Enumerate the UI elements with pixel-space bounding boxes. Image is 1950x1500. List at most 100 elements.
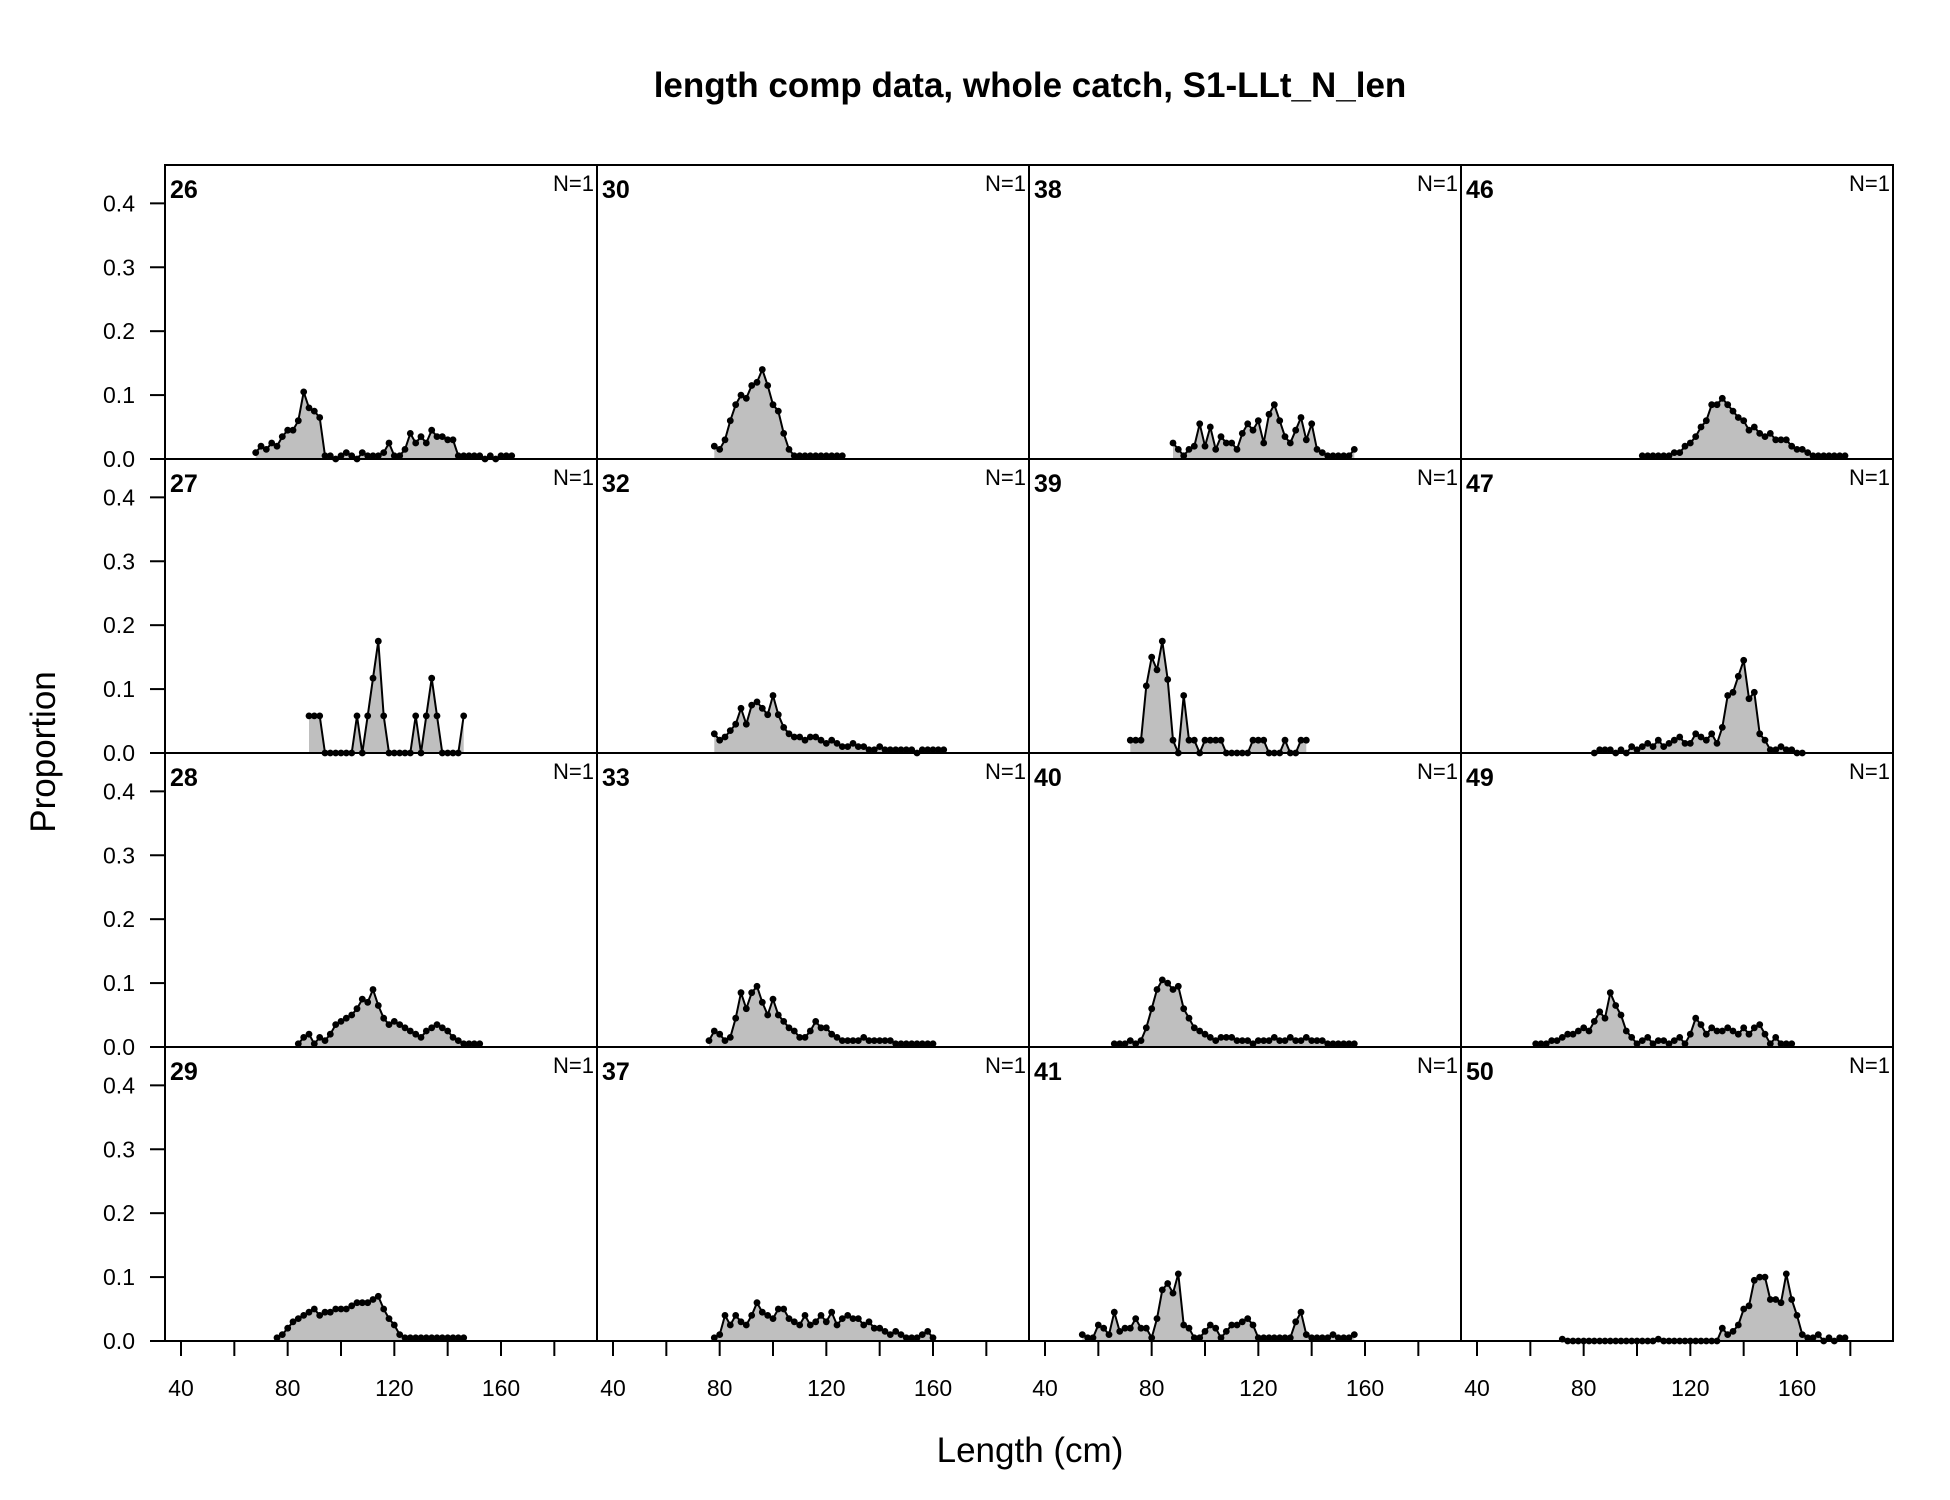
data-point	[1286, 439, 1294, 447]
data-point	[1825, 452, 1833, 460]
data-point	[1750, 1276, 1758, 1284]
data-point	[774, 711, 782, 719]
data-point	[1590, 1018, 1598, 1025]
data-point	[1660, 452, 1668, 460]
panel-label: 37	[602, 1058, 630, 1086]
data-point	[1121, 1040, 1129, 1048]
data-point	[278, 433, 286, 440]
data-point	[422, 439, 430, 447]
data-point	[1734, 414, 1742, 421]
panel-label: 49	[1466, 764, 1494, 792]
data-point	[1836, 1334, 1844, 1342]
data-point	[1628, 1034, 1636, 1041]
data-point	[1697, 733, 1705, 741]
panel-46: 46 N=1	[1460, 164, 1894, 460]
data-point	[1217, 736, 1225, 744]
data-point	[844, 743, 852, 750]
data-point	[1644, 740, 1652, 747]
data-point	[1649, 1040, 1657, 1048]
panel-label: 27	[170, 470, 198, 498]
n-label: N=1	[553, 1053, 594, 1078]
data-point	[854, 743, 862, 750]
data-point	[716, 736, 724, 744]
data-point	[758, 1308, 766, 1316]
data-point	[1318, 1037, 1326, 1044]
panel-grid: 26 N=1 0.0 0.1 0.2 0.3 0.4 27 N=1 0.0 0.1 0.2 0.3 0.4…	[103, 164, 1894, 1401]
data-point	[1233, 1037, 1241, 1044]
data-point	[428, 1334, 436, 1342]
data-point	[433, 433, 441, 440]
data-point	[849, 1315, 857, 1322]
x-tick-label: 160	[1346, 1375, 1384, 1401]
data-point	[1222, 1328, 1230, 1335]
data-point	[428, 1024, 436, 1032]
data-point	[1654, 736, 1662, 744]
data-point	[753, 982, 761, 990]
data-point	[1116, 1040, 1124, 1048]
panel-frame	[164, 752, 598, 1048]
data-point	[268, 439, 276, 447]
x-tick-label: 40	[1464, 1375, 1490, 1401]
data-point	[828, 736, 836, 744]
data-point	[470, 1040, 478, 1048]
data-point	[1158, 1286, 1166, 1294]
data-point	[1153, 986, 1161, 993]
data-point	[860, 1321, 868, 1329]
data-point	[854, 1037, 862, 1044]
data-point	[412, 1334, 420, 1342]
data-point	[1841, 1334, 1849, 1342]
data-point	[1169, 1289, 1177, 1297]
data-point	[1212, 446, 1220, 453]
data-point	[1185, 1324, 1193, 1332]
data-point	[1244, 1315, 1252, 1322]
data-point	[444, 1334, 452, 1342]
data-point	[1217, 433, 1225, 440]
data-point	[1212, 736, 1220, 744]
y-axis-title: Proportion	[24, 671, 63, 832]
data-point	[1665, 740, 1673, 747]
data-point	[422, 1027, 430, 1035]
y-tick-label: 0.4	[103, 484, 135, 510]
data-point	[1772, 1296, 1780, 1303]
data-point	[1334, 1040, 1342, 1048]
data-point	[1281, 1334, 1289, 1342]
data-point	[1313, 1334, 1321, 1342]
data-point	[769, 995, 777, 1003]
data-point	[1777, 1299, 1785, 1307]
data-point	[1276, 1037, 1284, 1044]
data-point	[748, 1312, 756, 1319]
data-point	[753, 698, 761, 706]
data-point	[262, 446, 270, 453]
data-point	[716, 446, 724, 453]
data-point	[1201, 1030, 1209, 1038]
data-point	[1724, 401, 1732, 409]
data-point	[1788, 1296, 1796, 1303]
data-point	[1350, 1040, 1358, 1048]
data-point	[1201, 1328, 1209, 1335]
data-point	[785, 730, 793, 738]
data-point	[1281, 1037, 1289, 1044]
data-point	[1244, 420, 1252, 428]
data-point	[1238, 1037, 1246, 1044]
data-point	[1670, 736, 1678, 744]
panel-label: 39	[1034, 470, 1062, 498]
data-point	[364, 452, 372, 460]
data-point	[1782, 746, 1790, 754]
data-point	[1254, 736, 1262, 744]
data-point	[1292, 426, 1300, 434]
data-point	[1110, 1308, 1118, 1316]
data-point	[1793, 1312, 1801, 1319]
data-point	[417, 1334, 425, 1342]
data-point	[1628, 743, 1636, 750]
y-tick-label: 0.3	[103, 254, 135, 280]
data-point	[838, 1315, 846, 1322]
data-point	[1238, 1318, 1246, 1326]
data-point	[1260, 736, 1268, 744]
data-point	[476, 1040, 484, 1048]
n-label: N=1	[1849, 759, 1890, 784]
data-point	[1254, 417, 1262, 425]
data-point	[310, 712, 318, 720]
data-point	[1622, 1027, 1630, 1035]
data-point	[774, 1305, 782, 1313]
data-point	[1196, 1334, 1204, 1342]
